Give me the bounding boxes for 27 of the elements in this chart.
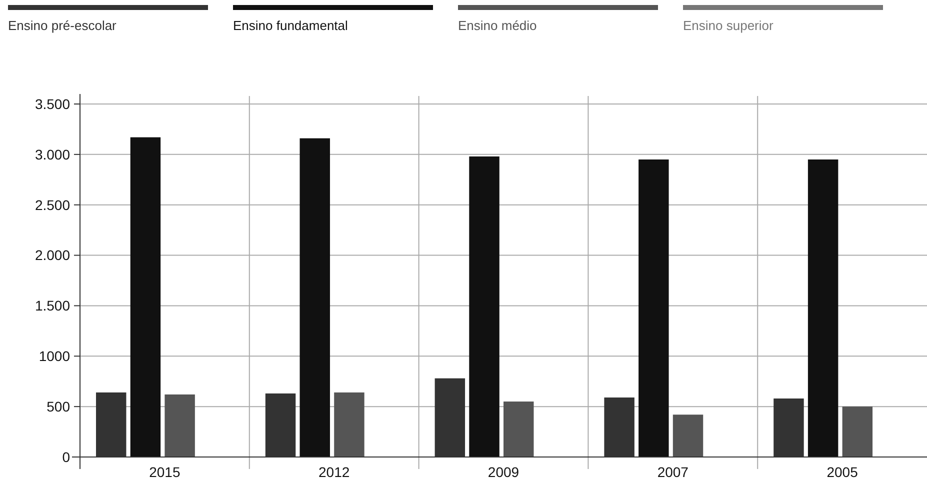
y-tick-label: 1000 bbox=[38, 348, 70, 364]
y-tick-label: 500 bbox=[46, 398, 70, 414]
y-tick-label: 1.500 bbox=[34, 298, 70, 314]
y-tick-label: 2.500 bbox=[34, 196, 70, 213]
x-tick-label: 2007 bbox=[657, 464, 689, 480]
x-tick-label: 2015 bbox=[149, 464, 180, 480]
bar bbox=[164, 394, 195, 457]
x-tick-label: 2009 bbox=[488, 464, 520, 480]
y-tick-label: 3.000 bbox=[34, 146, 70, 162]
legend-label: Ensino superior bbox=[683, 18, 774, 33]
bar bbox=[334, 392, 364, 457]
bar bbox=[130, 137, 161, 457]
x-tick-label: 2012 bbox=[318, 464, 350, 480]
x-tick-label: 2005 bbox=[826, 464, 858, 480]
bar bbox=[808, 159, 838, 457]
text: Ensino fundamental bbox=[233, 18, 348, 33]
bar bbox=[638, 159, 669, 457]
bar bbox=[469, 156, 500, 457]
bar bbox=[842, 406, 873, 457]
y-tick-label: 3.500 bbox=[34, 96, 70, 112]
bar bbox=[672, 414, 704, 457]
text: Ensino pré-escolar bbox=[8, 18, 118, 33]
bar bbox=[300, 138, 330, 457]
y-tick-label: 2.000 bbox=[34, 247, 70, 264]
y-tick-label: 0 bbox=[62, 448, 70, 465]
text: Ensino médio bbox=[458, 18, 537, 33]
bar bbox=[504, 402, 534, 457]
